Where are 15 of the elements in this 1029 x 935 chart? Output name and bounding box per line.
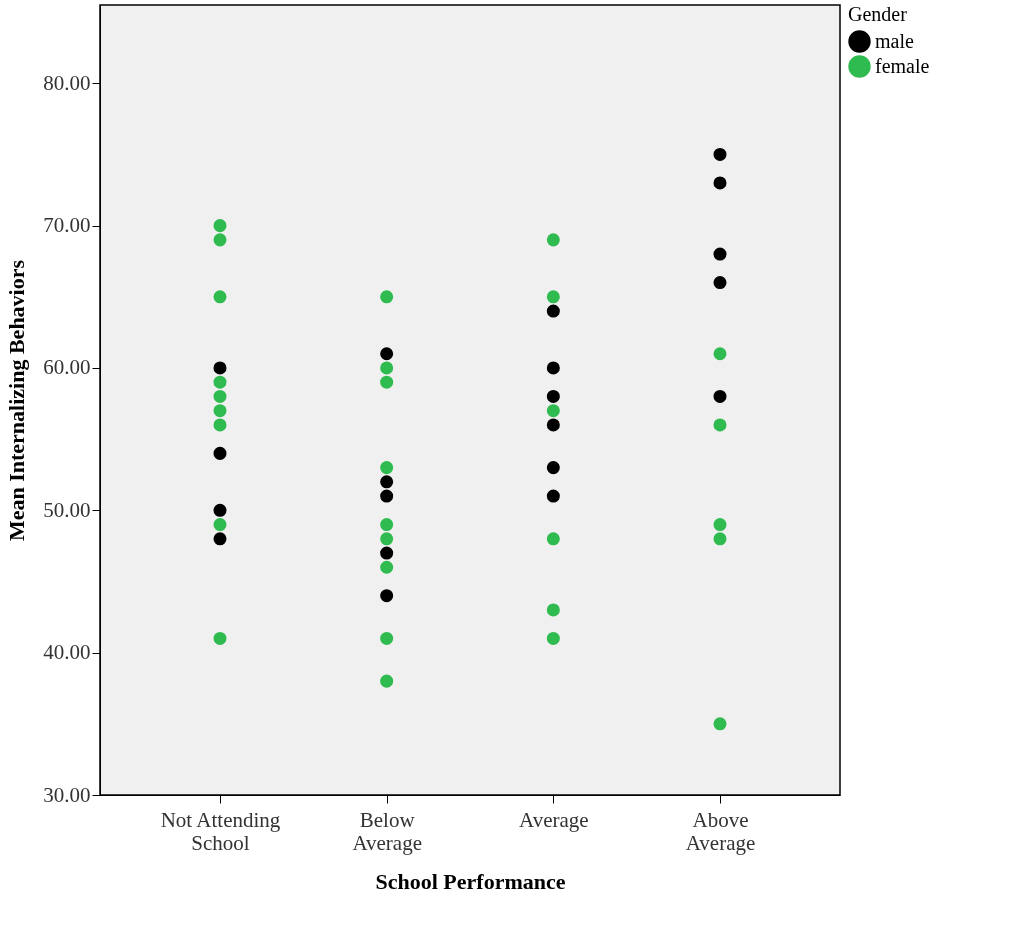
x-tick-label: Above Average (685, 807, 756, 855)
legend-title: Gender (848, 3, 908, 25)
x-tick-label: Average (519, 807, 589, 832)
y-tick-label: 30.00 (43, 782, 91, 807)
x-axis-title: School Performance (375, 868, 566, 894)
y-tick-label: 60.00 (43, 355, 91, 380)
y-axis-title: Mean Internalizing Behaviors (4, 259, 30, 542)
y-tick-label: 70.00 (43, 213, 91, 238)
x-tick-label: Below Average (352, 807, 422, 855)
y-tick-label: 40.00 (43, 640, 91, 665)
y-tick-label: 80.00 (43, 70, 91, 95)
legend-label: female (875, 54, 930, 77)
x-tick-label: Not Attending School (160, 807, 281, 855)
y-tick-label: 50.00 (43, 497, 91, 522)
legend-label: male (875, 29, 914, 52)
